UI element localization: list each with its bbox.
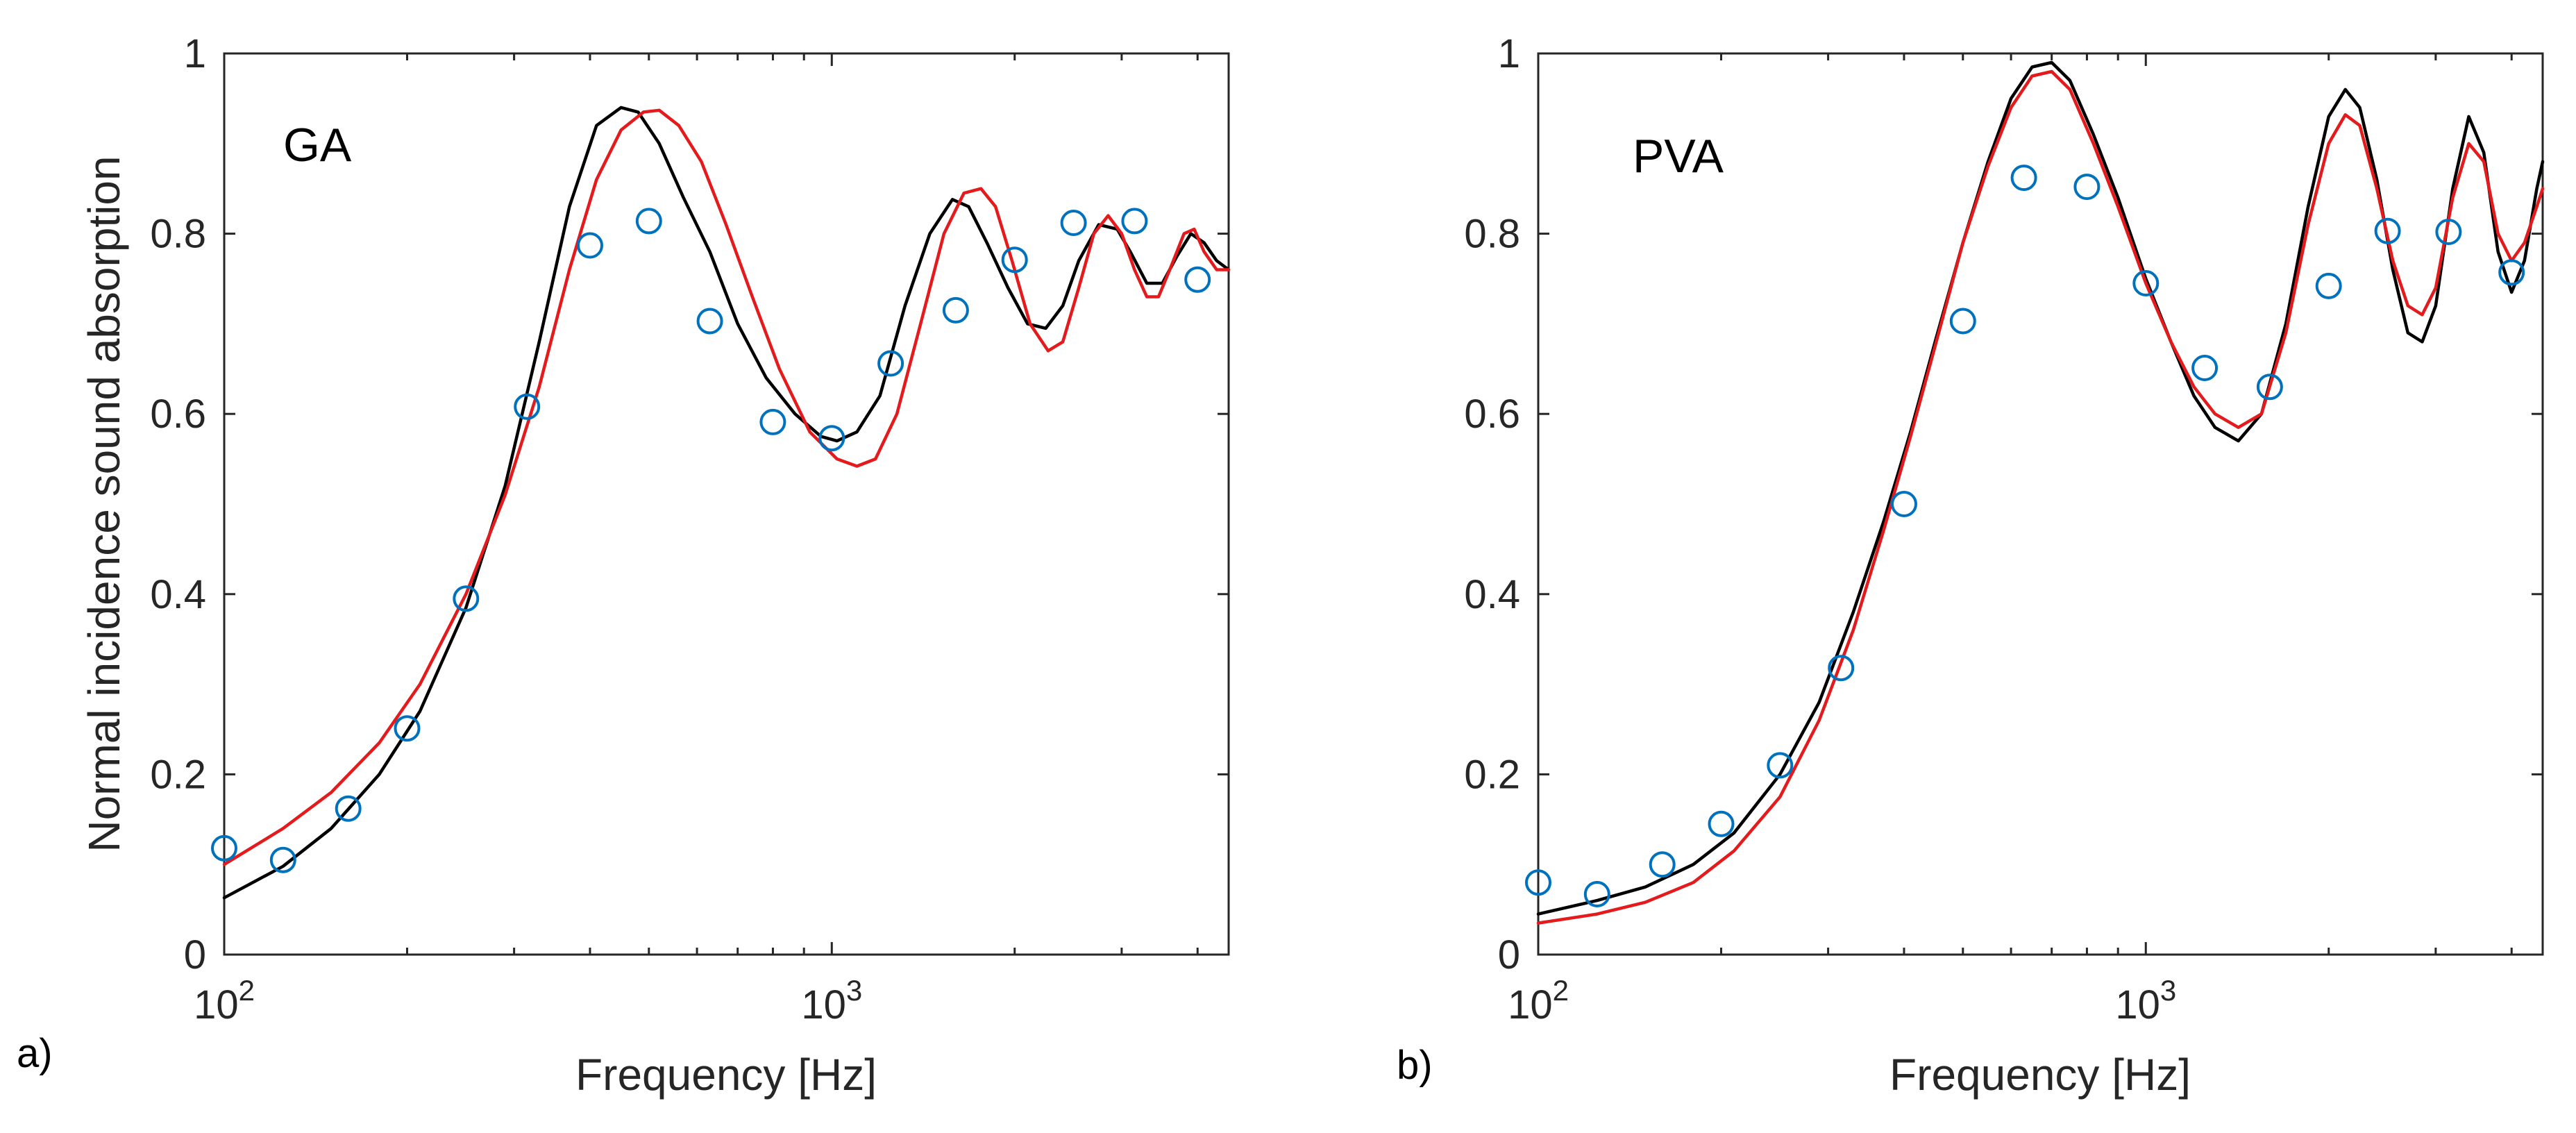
measured-point-b-13 — [2315, 272, 2342, 299]
y-axis-title-a: Normal incidence sound absorption — [79, 156, 129, 852]
measured-point-a-8 — [696, 308, 723, 335]
x-tick-label-a-1: 103 — [801, 974, 862, 1027]
y-tick-label-a-1: 0.2 — [150, 752, 206, 797]
y-axis-b: 0 0.2 0.4 0.6 0.8 1 — [1464, 31, 2543, 977]
measured-point-b-1 — [1583, 881, 1610, 907]
measured-point-b-15 — [2435, 219, 2462, 245]
y-axis-a: 0 0.2 0.4 0.6 0.8 1 — [150, 31, 1229, 977]
plot-area-b — [1537, 52, 2544, 956]
measured-point-b-7 — [1949, 308, 1976, 335]
measured-point-a-5 — [514, 393, 541, 420]
measured-point-a-16 — [1184, 266, 1211, 293]
measured-point-a-15 — [1121, 208, 1148, 235]
measured-point-a-2 — [335, 795, 362, 822]
x-axis-title-a: Frequency [Hz] — [575, 1050, 877, 1100]
series-line-b-black — [1536, 60, 2545, 916]
panel-label-b: b) — [1397, 1043, 1433, 1088]
x-tick-label-b-1: 103 — [2115, 974, 2176, 1027]
y-tick-label-b-2: 0.4 — [1464, 572, 1520, 617]
measured-point-a-11 — [877, 350, 904, 377]
inset-label-b: PVA — [1633, 130, 1724, 183]
series-line-a-black — [222, 106, 1231, 900]
y-tick-label-b-3: 0.6 — [1464, 392, 1520, 437]
y-tick-label-a-3: 0.6 — [150, 392, 206, 437]
y-tick-label-a-5: 1 — [184, 31, 206, 76]
series-line-a-red — [222, 108, 1231, 866]
y-tick-label-b-4: 0.8 — [1464, 212, 1520, 257]
measured-point-a-9 — [759, 408, 786, 435]
x-axis-b: 102 103 — [1508, 53, 2513, 1027]
measured-point-b-6 — [1891, 491, 1917, 517]
measured-point-b-16 — [2498, 259, 2525, 286]
measured-point-a-1 — [269, 846, 296, 873]
measured-markers-a — [211, 208, 1211, 873]
series-lines-a — [222, 106, 1231, 900]
y-tick-label-b-0: 0 — [1498, 932, 1520, 977]
measured-point-a-7 — [635, 208, 662, 235]
measured-point-a-10 — [818, 425, 845, 452]
x-axis-a: 102 103 — [194, 53, 1199, 1027]
x-tick-label-a-0: 102 — [194, 974, 255, 1027]
measured-point-b-4 — [1767, 752, 1794, 779]
y-tick-label-a-4: 0.8 — [150, 212, 206, 257]
measured-point-b-5 — [1828, 655, 1855, 682]
y-tick-label-b-5: 1 — [1498, 31, 1520, 76]
panel-a: 00.20.40.60.81 102 103 GA Frequency [Hz] … — [17, 31, 1231, 1100]
measured-point-b-12 — [2256, 374, 2283, 401]
measured-point-b-9 — [2073, 174, 2101, 201]
measured-point-b-8 — [2010, 165, 2037, 192]
measured-point-a-13 — [1001, 246, 1028, 274]
y-tick-label-a-0: 0 — [184, 932, 206, 977]
measured-point-b-10 — [2132, 270, 2160, 296]
x-tick-label-b-0: 102 — [1508, 974, 1569, 1027]
measured-point-a-12 — [942, 296, 969, 324]
series-lines-b — [1536, 60, 2545, 925]
y-tick-label-a-2: 0.4 — [150, 572, 206, 617]
measured-point-a-6 — [577, 232, 603, 259]
inset-label-a: GA — [283, 119, 352, 171]
series-line-b-red — [1536, 69, 2545, 925]
measured-point-a-4 — [453, 585, 480, 612]
measured-point-b-2 — [1649, 851, 1676, 878]
measured-point-a-0 — [211, 834, 237, 862]
measured-point-b-14 — [2374, 217, 2401, 244]
measured-point-a-14 — [1060, 210, 1087, 236]
plot-area-a — [223, 52, 1230, 956]
y-tick-label-b-1: 0.2 — [1464, 752, 1520, 797]
measured-point-b-0 — [1525, 869, 1551, 896]
panel-label-a: a) — [17, 1031, 53, 1076]
panel-b: 0 0.2 0.4 0.6 0.8 1 102 103 PVA Frequency [Hz]… — [1397, 31, 2545, 1100]
measured-point-b-3 — [1708, 810, 1735, 837]
measured-markers-b — [1525, 165, 2525, 907]
x-axis-title-b: Frequency [Hz] — [1889, 1050, 2191, 1100]
measured-point-b-11 — [2191, 355, 2219, 381]
measured-point-a-3 — [394, 715, 421, 742]
